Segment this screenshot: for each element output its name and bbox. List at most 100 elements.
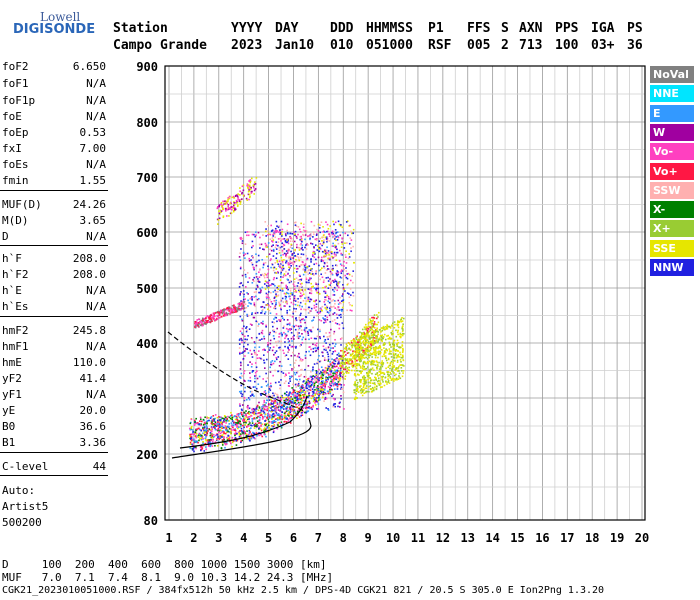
echo-point — [393, 354, 396, 357]
echo-point — [207, 442, 210, 445]
echo-point — [265, 273, 267, 276]
echo-point — [225, 443, 228, 445]
echo-point — [334, 238, 336, 240]
echo-point — [246, 329, 248, 331]
echo-point — [237, 204, 239, 206]
echo-point — [270, 417, 273, 419]
echo-point — [330, 371, 332, 373]
echo-point — [291, 400, 293, 403]
echo-point — [257, 350, 260, 352]
echo-point — [362, 361, 365, 364]
echo-point — [317, 283, 320, 286]
echo-point — [225, 201, 228, 204]
echo-point — [333, 371, 336, 374]
plot-frame — [164, 65, 646, 521]
echo-point — [279, 360, 281, 363]
echo-point — [381, 337, 383, 339]
echo-point — [352, 281, 354, 284]
echo-point — [343, 288, 346, 291]
echo-point — [279, 320, 281, 322]
echo-point — [249, 431, 251, 433]
echo-point — [347, 272, 350, 275]
echo-point — [353, 398, 356, 400]
echo-point — [300, 253, 303, 255]
echo-point — [289, 237, 292, 240]
echo-point — [371, 382, 374, 385]
echo-point — [273, 330, 276, 333]
echo-point — [370, 344, 373, 347]
echo-point — [293, 415, 295, 417]
echo-point — [339, 358, 342, 360]
echo-point — [219, 419, 222, 422]
echo-point — [360, 360, 362, 362]
echo-point — [266, 274, 268, 276]
echo-point — [387, 338, 390, 340]
echo-point — [230, 442, 232, 445]
echo-point — [349, 343, 351, 346]
echo-point — [370, 343, 372, 345]
echo-point — [314, 394, 316, 397]
echo-point — [271, 425, 274, 427]
echo-point — [285, 391, 288, 393]
echo-point — [327, 365, 330, 368]
echo-point — [371, 336, 373, 339]
echo-point — [254, 377, 256, 380]
footer-muf-row: MUF 7.0 7.1 7.4 8.1 9.0 10.3 14.2 24.3 [… — [2, 571, 334, 584]
echo-point — [362, 378, 364, 380]
echo-point — [299, 345, 301, 347]
echo-point — [278, 225, 281, 227]
echo-point — [387, 380, 390, 382]
echo-point — [371, 325, 374, 327]
echo-point — [280, 396, 282, 399]
echo-point — [328, 343, 331, 346]
echo-point — [364, 361, 366, 364]
echo-point — [226, 215, 228, 217]
echo-point — [329, 376, 331, 378]
echo-point — [286, 407, 289, 410]
echo-point — [288, 393, 291, 396]
echo-point — [386, 325, 389, 327]
echo-point — [358, 359, 361, 362]
echo-point — [268, 333, 271, 336]
echo-point — [230, 208, 233, 211]
echo-point — [295, 277, 298, 279]
echo-point — [245, 437, 248, 440]
echo-point — [341, 337, 343, 339]
echo-point — [243, 310, 246, 313]
echo-point — [243, 254, 245, 257]
echo-point — [299, 406, 301, 409]
echo-point — [198, 439, 200, 442]
echo-point — [356, 346, 359, 348]
echo-point — [335, 313, 338, 316]
echo-point — [243, 396, 246, 399]
echo-point — [322, 234, 325, 237]
echo-point — [338, 359, 340, 362]
echo-point — [241, 393, 244, 396]
echo-point — [307, 401, 309, 403]
echo-point — [218, 423, 221, 425]
echo-point — [376, 330, 379, 333]
echo-point — [293, 338, 295, 340]
echo-point — [221, 439, 224, 441]
echo-point — [238, 432, 241, 435]
echo-point — [268, 309, 271, 312]
echo-point — [261, 406, 263, 408]
echo-point — [251, 298, 253, 300]
echo-point — [253, 417, 256, 419]
echo-point — [203, 450, 206, 452]
echo-point — [216, 218, 219, 221]
echo-point — [276, 419, 279, 421]
echo-point — [281, 317, 284, 320]
echo-point — [305, 271, 308, 274]
echo-point — [234, 429, 237, 432]
echo-point — [193, 446, 195, 449]
x-tick-label: 8 — [340, 531, 347, 545]
echo-point — [361, 328, 364, 331]
echo-point — [319, 398, 321, 401]
echo-point — [358, 363, 360, 365]
echo-point — [384, 355, 387, 357]
echo-point — [338, 402, 341, 405]
echo-point — [293, 267, 296, 270]
echo-point — [342, 287, 345, 289]
echo-point — [331, 264, 334, 267]
